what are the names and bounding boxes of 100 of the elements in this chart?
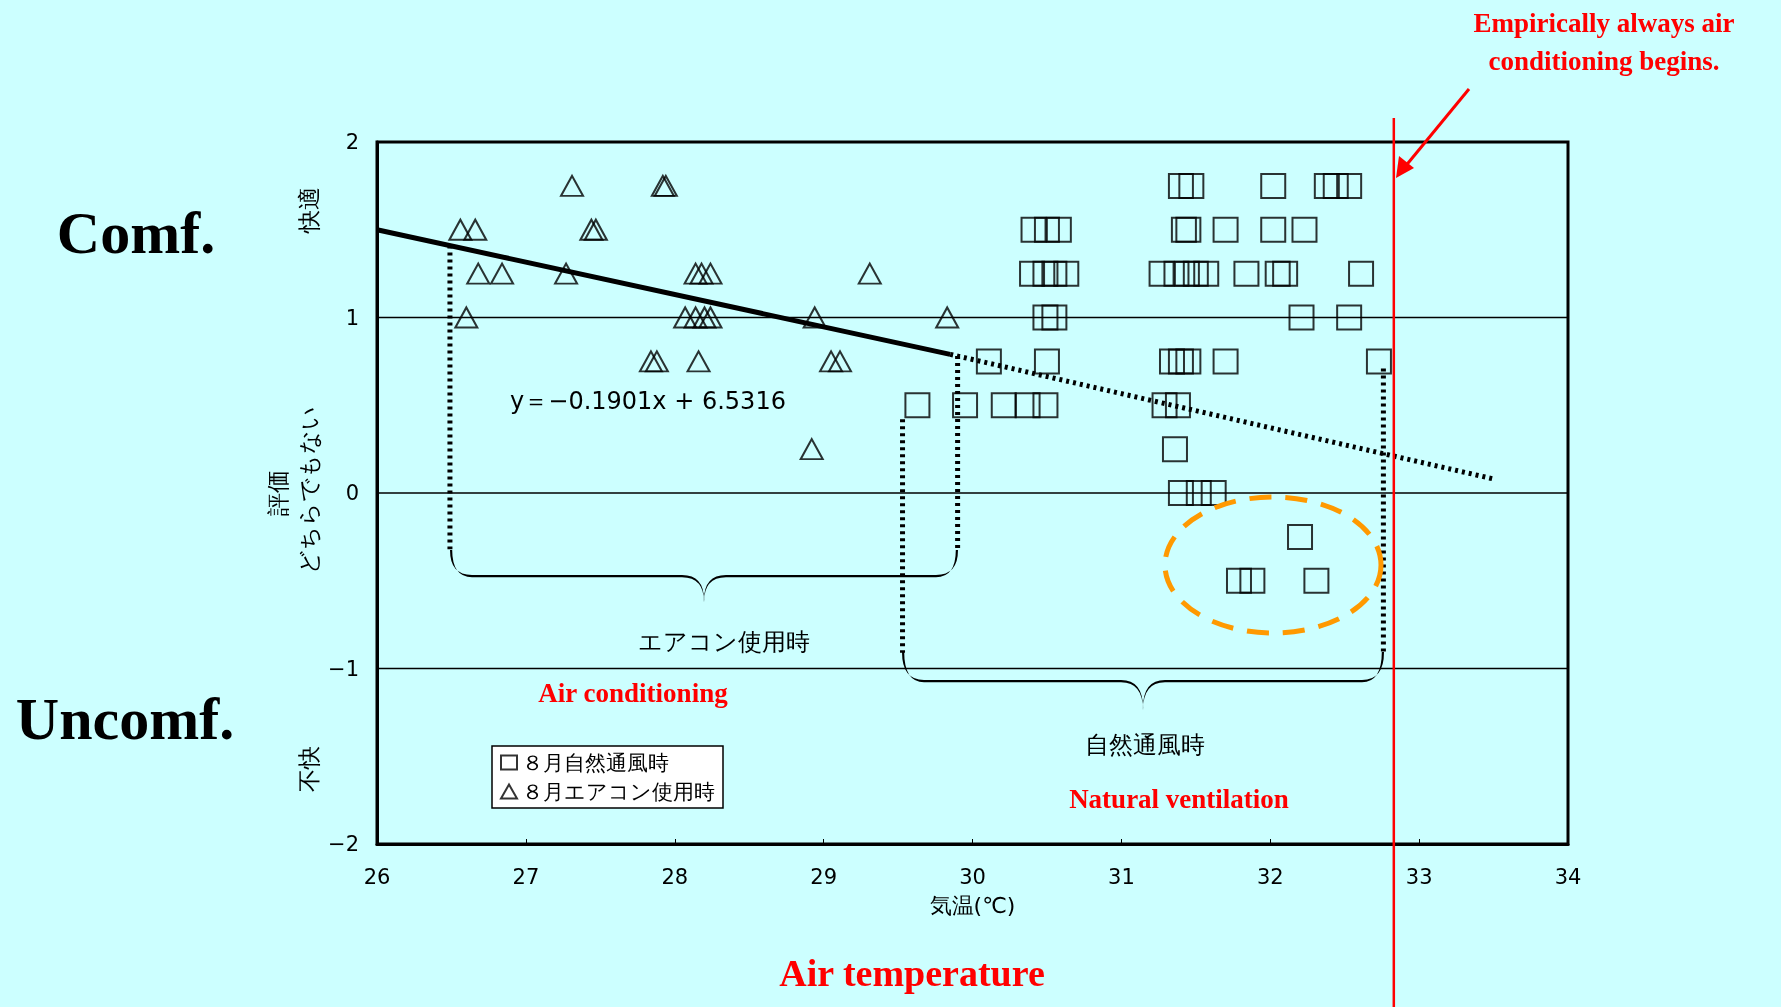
x-tick-label: 29 xyxy=(810,864,837,889)
point xyxy=(698,262,723,285)
point xyxy=(1322,172,1349,199)
point xyxy=(1336,304,1363,331)
point xyxy=(1033,216,1060,243)
legend-label: ８月自然通風時 xyxy=(522,750,669,775)
point xyxy=(644,350,669,373)
point xyxy=(1032,260,1059,287)
point xyxy=(1233,260,1260,287)
text: 快適 xyxy=(296,187,322,234)
point xyxy=(1182,260,1209,287)
point xyxy=(802,306,827,329)
point xyxy=(975,348,1002,375)
point xyxy=(1348,260,1375,287)
point xyxy=(819,350,844,373)
text: Comf. xyxy=(56,200,216,266)
point xyxy=(828,350,852,373)
point xyxy=(857,262,882,285)
point xyxy=(692,306,717,329)
x-tick-label: 27 xyxy=(512,864,540,889)
point xyxy=(1163,260,1190,287)
x-tick-label: 30 xyxy=(959,864,986,889)
point xyxy=(1288,304,1315,331)
x-tick-label: 31 xyxy=(1108,864,1135,889)
point xyxy=(448,218,473,241)
point xyxy=(554,262,579,285)
point xyxy=(1272,260,1299,287)
point xyxy=(1019,260,1046,287)
point xyxy=(935,306,960,329)
point xyxy=(904,392,931,419)
point xyxy=(1239,567,1266,594)
point xyxy=(799,438,824,461)
annotation: Air conditioning xyxy=(538,678,729,708)
point xyxy=(1212,216,1239,243)
annotation: 自然通風時 xyxy=(1085,731,1205,759)
point xyxy=(1264,260,1291,287)
point xyxy=(698,306,723,329)
point xyxy=(1164,392,1191,419)
y-tick-label: −1 xyxy=(328,656,359,681)
point xyxy=(1148,260,1175,287)
point xyxy=(1053,260,1080,287)
text: Air temperature xyxy=(779,952,1045,994)
x-tick-label: 33 xyxy=(1405,864,1433,889)
point xyxy=(454,306,479,329)
x-tick-label: 28 xyxy=(661,864,689,889)
point xyxy=(1287,523,1314,550)
point xyxy=(1173,260,1200,287)
point xyxy=(1032,392,1059,419)
y-tick-label: 2 xyxy=(345,130,359,154)
x-tick-label: 32 xyxy=(1256,864,1284,889)
point xyxy=(1193,260,1220,287)
point xyxy=(683,306,708,329)
point xyxy=(1170,216,1197,243)
point xyxy=(1291,216,1318,243)
y-tick-label: 1 xyxy=(345,305,359,330)
annotation: y＝−0.1901x + 6.5316 xyxy=(510,387,786,415)
text: Uncomf. xyxy=(15,686,235,752)
point xyxy=(952,392,979,419)
annotation: Natural ventilation xyxy=(1069,784,1289,814)
point xyxy=(1167,348,1194,375)
point xyxy=(1260,216,1287,243)
point xyxy=(1167,172,1194,199)
point xyxy=(673,306,698,329)
x-axis-title: 気温(℃) xyxy=(929,892,1016,918)
point xyxy=(490,262,515,285)
point xyxy=(1033,348,1060,375)
point xyxy=(1167,480,1194,506)
y-tick-label: −2 xyxy=(328,832,359,856)
point xyxy=(1365,348,1392,375)
text: どちらでもない xyxy=(296,406,322,574)
point xyxy=(1041,260,1068,287)
point xyxy=(1014,392,1041,419)
point xyxy=(686,350,711,373)
point xyxy=(1151,392,1178,419)
point xyxy=(1336,172,1363,199)
point xyxy=(683,262,708,285)
point xyxy=(1161,436,1188,463)
point xyxy=(1045,216,1072,243)
point xyxy=(1020,216,1047,243)
point xyxy=(466,262,491,285)
text: 不快 xyxy=(296,746,322,792)
x-tick-label: 26 xyxy=(363,864,391,889)
point xyxy=(689,262,714,285)
x-tick-label: 34 xyxy=(1554,864,1582,889)
point xyxy=(1178,172,1205,199)
point xyxy=(1032,304,1059,331)
point xyxy=(1175,348,1202,375)
point xyxy=(638,350,663,373)
point xyxy=(1158,348,1185,375)
point xyxy=(1212,348,1239,375)
y-axis-title: 評価 xyxy=(264,470,291,516)
point xyxy=(1200,480,1227,506)
point xyxy=(1041,304,1068,331)
point xyxy=(1225,567,1252,594)
point xyxy=(1303,567,1330,594)
point xyxy=(1313,172,1340,199)
point xyxy=(990,392,1017,419)
point xyxy=(1175,216,1202,243)
point xyxy=(1185,480,1212,506)
point xyxy=(1260,172,1287,199)
